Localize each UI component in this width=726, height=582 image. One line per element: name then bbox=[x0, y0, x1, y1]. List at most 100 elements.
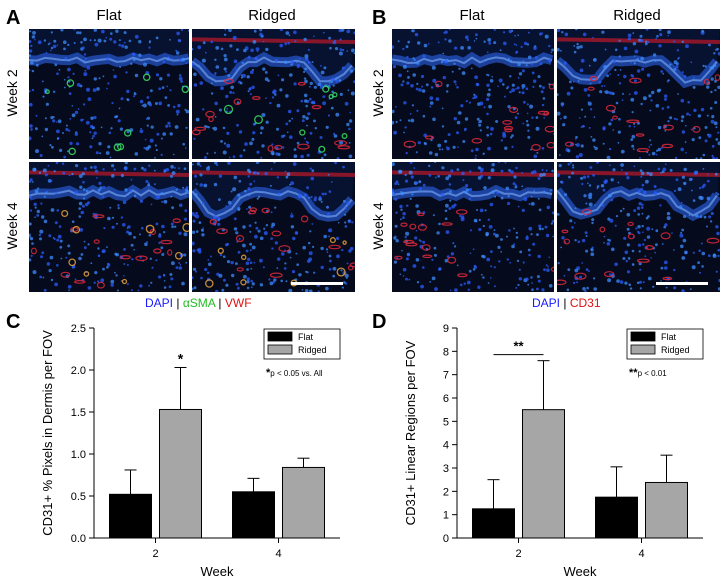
nucleus bbox=[521, 69, 525, 73]
epidermis-top bbox=[392, 29, 554, 64]
nucleus bbox=[150, 125, 154, 129]
nucleus bbox=[533, 46, 537, 50]
nucleus bbox=[328, 228, 333, 233]
nucleus bbox=[626, 176, 630, 180]
nucleus bbox=[517, 112, 519, 115]
nucleus bbox=[65, 124, 68, 127]
nucleus bbox=[94, 271, 98, 275]
nucleus bbox=[304, 79, 308, 84]
nucleus bbox=[244, 189, 247, 193]
nucleus bbox=[63, 47, 66, 51]
nucleus bbox=[651, 151, 656, 156]
nucleus bbox=[101, 250, 104, 253]
vessel-smooth-muscle bbox=[223, 104, 234, 115]
chart-c-bar bbox=[282, 466, 325, 539]
nucleus bbox=[168, 285, 172, 289]
nucleus bbox=[568, 175, 571, 179]
nucleus bbox=[297, 63, 300, 66]
nucleus bbox=[702, 64, 705, 68]
nucleus bbox=[294, 40, 297, 43]
nucleus bbox=[89, 145, 93, 149]
chart-c-y-tick-label: 0.5 bbox=[71, 491, 86, 503]
chart-d-significance-note: **p < 0.01 bbox=[629, 367, 667, 379]
nucleus bbox=[240, 74, 243, 77]
nucleus bbox=[256, 197, 259, 200]
nucleus bbox=[493, 229, 496, 232]
nucleus bbox=[640, 194, 643, 197]
nucleus bbox=[239, 81, 243, 85]
nucleus bbox=[402, 47, 405, 51]
nucleus bbox=[270, 150, 275, 155]
nucleus bbox=[338, 51, 343, 56]
nucleus bbox=[638, 262, 642, 266]
nucleus bbox=[465, 188, 470, 192]
nucleus bbox=[31, 242, 34, 245]
nucleus bbox=[636, 281, 640, 285]
nucleus bbox=[660, 266, 664, 270]
nucleus bbox=[496, 191, 500, 194]
nucleus bbox=[462, 179, 465, 182]
nucleus bbox=[220, 86, 224, 90]
nucleus bbox=[706, 114, 709, 117]
nucleus bbox=[132, 57, 136, 61]
nucleus bbox=[230, 260, 234, 265]
nucleus bbox=[465, 184, 469, 188]
nucleus bbox=[249, 249, 252, 252]
nucleus bbox=[633, 122, 636, 125]
nucleus bbox=[650, 143, 653, 146]
nucleus bbox=[677, 93, 679, 95]
nucleus bbox=[68, 289, 70, 291]
vessel bbox=[604, 271, 615, 278]
nucleus bbox=[178, 262, 181, 264]
nucleus bbox=[622, 257, 626, 260]
nucleus bbox=[293, 154, 298, 158]
nucleus bbox=[688, 114, 691, 116]
nucleus bbox=[450, 169, 454, 173]
nucleus bbox=[533, 190, 536, 192]
nucleus bbox=[292, 162, 297, 166]
nucleus bbox=[126, 98, 130, 102]
vessel-smooth-muscle bbox=[181, 85, 189, 94]
nucleus bbox=[325, 125, 329, 129]
nucleus bbox=[616, 279, 620, 283]
nucleus bbox=[80, 41, 83, 44]
nucleus bbox=[528, 202, 531, 206]
nucleus bbox=[200, 276, 203, 280]
nucleus bbox=[664, 163, 667, 166]
nucleus bbox=[395, 180, 399, 184]
nucleus bbox=[630, 62, 632, 64]
nucleus bbox=[574, 207, 577, 210]
nucleus bbox=[617, 74, 620, 76]
nucleus bbox=[185, 109, 189, 114]
nucleus bbox=[418, 187, 422, 191]
nucleus bbox=[101, 29, 105, 34]
nucleus bbox=[561, 31, 564, 34]
nucleus bbox=[303, 93, 308, 98]
nucleus bbox=[685, 44, 689, 49]
nucleus bbox=[413, 58, 416, 61]
nucleus bbox=[446, 85, 449, 88]
nucleus bbox=[584, 115, 587, 118]
nucleus bbox=[326, 251, 329, 254]
nucleus bbox=[475, 154, 477, 157]
nucleus bbox=[235, 262, 238, 265]
chart-d-legend-label: Ridged bbox=[661, 345, 690, 355]
nucleus bbox=[410, 84, 414, 88]
nucleus bbox=[111, 225, 115, 229]
vessel bbox=[660, 232, 671, 240]
nucleus bbox=[134, 73, 139, 78]
nucleus bbox=[125, 71, 128, 74]
nucleus bbox=[273, 278, 277, 282]
nucleus bbox=[584, 231, 588, 235]
nucleus bbox=[623, 74, 627, 79]
nucleus bbox=[96, 87, 100, 91]
vessel-smooth-muscle bbox=[318, 145, 326, 153]
nucleus bbox=[405, 257, 409, 261]
nucleus bbox=[35, 63, 39, 67]
nucleus bbox=[552, 235, 554, 238]
nucleus bbox=[606, 242, 611, 246]
nucleus bbox=[284, 42, 288, 46]
nucleus bbox=[473, 218, 478, 223]
nucleus bbox=[409, 112, 412, 115]
nucleus bbox=[202, 227, 204, 229]
